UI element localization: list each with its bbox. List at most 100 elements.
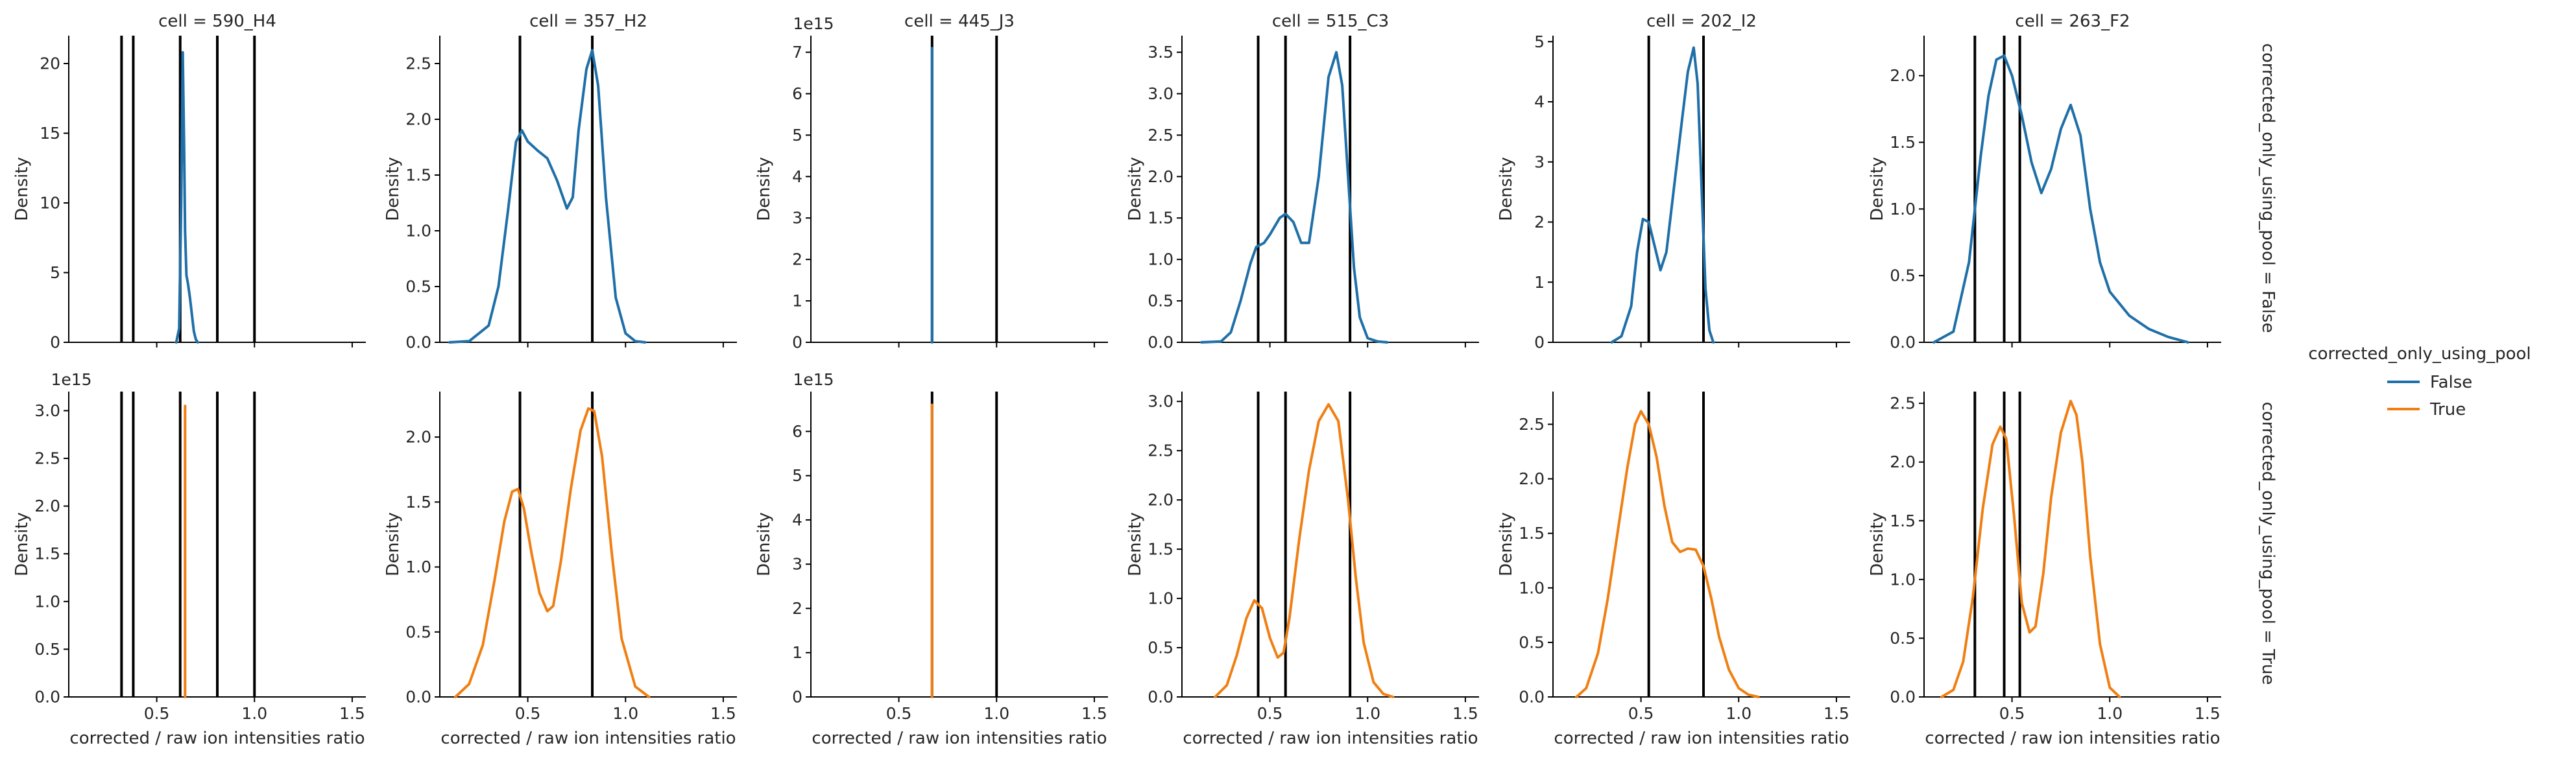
density-curve [1200,51,1389,344]
panel-title: cell = 202_I2 [1646,12,1757,31]
legend: corrected_only_using_pool False True [2308,344,2531,419]
y-tick-label: 2.0 [1890,453,1916,471]
y-tick-label: 1 [1534,273,1545,292]
y-tick-label: 2.5 [1519,415,1545,434]
y-tick-label: 1.5 [1890,512,1916,530]
y-tick-label: 0.5 [1148,639,1174,657]
x-tick-label: 1.5 [1824,704,1849,723]
y-tick-label: 2 [792,250,802,269]
row-label-false: corrected_only_using_pool = False [2258,43,2278,333]
panel-r0-c4: 0 1 2 3 4 5 Density cell = 202_I2 [1497,12,1850,352]
x-tick-label: 1.0 [241,704,267,723]
y-tick-label: 0.0 [34,688,60,707]
legend-label-true: True [2429,400,2466,419]
y-tick-label: 5 [792,466,802,485]
y-tick-label: 3.0 [34,401,60,420]
y-tick-label: 3 [792,209,802,228]
y-offset-text: 1e15 [793,14,834,33]
y-tick-label: 4 [1534,93,1545,112]
y-tick-label: 1.0 [1890,570,1916,589]
y-tick-label: 0.5 [405,277,431,296]
y-tick-label: 2.5 [1148,441,1174,460]
density-curve [175,51,199,344]
x-axis-label: corrected / raw ion intensities ratio [69,729,365,748]
panel-r1-c4: 0.00.51.01.52.02.50.5 1.0 1.5Densitycorrec… [1497,392,1850,748]
y-tick-label: 0.0 [405,333,431,352]
y-tick-label: 0 [1534,333,1545,352]
y-axis-label: Density [1868,512,1887,576]
panel-r0-c2: 0 1 2 3 4 5 6 7 Density cell = 445_J3 1e15 [754,12,1108,352]
row-label-true: corrected_only_using_pool = True [2258,402,2278,685]
y-tick-label: 0.5 [1148,292,1174,311]
legend-title: corrected_only_using_pool [2308,344,2531,364]
y-tick-label: 0 [50,333,60,352]
y-tick-label: 0 [792,333,802,352]
y-tick-label: 1.5 [405,493,431,512]
y-tick-label: 0.0 [1890,688,1916,707]
x-tick-label: 0.5 [886,704,912,723]
y-axis-label: Density [1497,512,1516,576]
y-axis-label: Density [1868,157,1887,221]
x-tick-label: 0.5 [1628,704,1654,723]
x-axis-label: corrected / raw ion intensities ratio [1925,729,2220,748]
density-curve [1932,54,2189,344]
y-tick-label: 1.0 [405,558,431,576]
y-tick-label: 1 [792,292,802,311]
y-tick-label: 1.5 [34,545,60,563]
y-tick-label: 3 [1534,152,1545,171]
y-axis-label: Density [754,157,774,221]
y-tick-label: 0.0 [1890,333,1916,352]
panel-title: cell = 590_H4 [158,12,276,31]
density-curve [448,49,647,344]
y-tick-label: 0.0 [405,688,431,707]
y-axis-label: Density [754,512,774,576]
y-tick-label: 1.5 [1148,540,1174,559]
panel-r1-c3: 0.00.51.01.52.02.53.00.5 1.0 1.5Densitycor… [1125,392,1479,748]
x-tick-label: 1.0 [1726,704,1751,723]
y-offset-text: 1e15 [51,370,91,389]
y-tick-label: 1.0 [1519,578,1545,597]
y-tick-label: 7 [792,43,802,62]
density-curve [1214,403,1395,698]
x-axis-label: corrected / raw ion intensities ratio [1554,729,1849,748]
y-axis-label: Density [12,157,32,221]
panel-r1-c5: 0.00.51.01.52.02.50.5 1.0 1.5Densitycorrec… [1868,392,2221,748]
y-tick-label: 3.5 [1148,43,1174,62]
y-tick-label: 1.0 [1890,200,1916,218]
panel-r1-c2: 0 1 2 3 4 5 6 0.5 1.0 1.5 Density corrected / raw i… [754,370,1108,748]
panel-r1-c1: 0.00.51.01.52.00.5 1.0 1.5Densitycorrected… [383,392,737,748]
x-tick-label: 1.0 [983,704,1009,723]
x-tick-label: 1.0 [1354,704,1380,723]
y-tick-label: 2.5 [34,449,60,468]
y-tick-label: 0.0 [1519,688,1545,707]
y-tick-label: 4 [792,167,802,186]
panel-title: cell = 263_F2 [2015,12,2130,31]
y-tick-label: 0.5 [1890,629,1916,648]
y-tick-label: 0.5 [1519,633,1545,652]
y-tick-label: 1.5 [1519,524,1545,543]
panel-r1-c0: 0.00.51.01.52.02.53.00.5 1.0 1.5Densitycor… [12,370,366,748]
y-tick-label: 0.5 [1890,266,1916,285]
x-tick-label: 1.5 [339,704,365,723]
y-tick-label: 2.5 [1148,126,1174,145]
y-tick-label: 15 [40,124,60,143]
y-tick-label: 2.5 [1890,394,1916,413]
y-tick-label: 4 [792,510,802,529]
y-tick-label: 20 [40,54,60,73]
x-tick-label: 0.5 [1999,704,2025,723]
y-tick-label: 0.0 [1148,333,1174,352]
y-tick-label: 2.0 [405,428,431,447]
y-tick-label: 1.0 [34,592,60,611]
x-tick-label: 1.5 [710,704,736,723]
panel-title: cell = 445_J3 [904,12,1015,31]
y-tick-label: 1.5 [1148,209,1174,228]
y-tick-label: 3.0 [1148,392,1174,411]
y-tick-label: 6 [792,422,802,441]
y-tick-label: 10 [40,194,60,213]
x-tick-label: 1.0 [2097,704,2123,723]
x-tick-label: 1.5 [1452,704,1478,723]
y-axis-label: Density [1125,157,1145,221]
x-axis-label: corrected / raw ion intensities ratio [1183,729,1478,748]
y-axis-label: Density [1125,512,1145,576]
